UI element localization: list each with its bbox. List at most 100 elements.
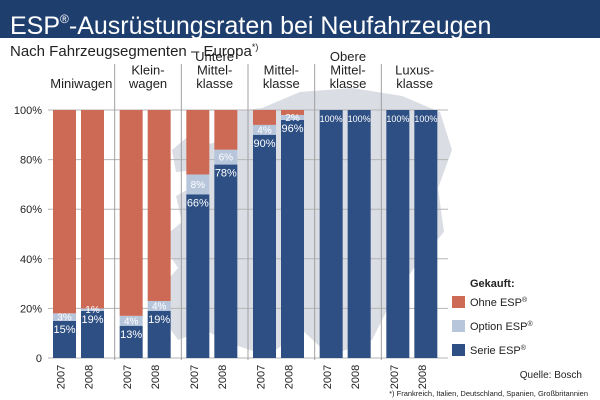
bar-segment-ohne: [186, 110, 210, 175]
legend-label-ohne: Ohne ESP®: [470, 296, 528, 309]
bar-segment-option: [53, 313, 76, 321]
footnote: *) Frankreich, Italien, Deutschland, Spa…: [389, 389, 588, 398]
bar-segment-option: [147, 300, 171, 311]
category-label: klasse: [196, 76, 233, 91]
bar-segment-ohne: [81, 110, 104, 309]
year-label: 2008: [150, 365, 162, 389]
bar-segment-ohne: [281, 110, 304, 115]
data-label-option: 4%: [152, 301, 167, 312]
stacked-bar: 19% 4% 2008: [147, 110, 171, 389]
year-label: 2008: [84, 365, 96, 389]
y-tick-label: 20%: [20, 303, 42, 315]
year-label: 2007: [122, 365, 134, 389]
bar-group: Klein-wagen 13% 4% 2007 19% 4% 2008: [114, 63, 171, 389]
data-label-option: 4%: [257, 125, 272, 136]
bar-segment-serie: [119, 325, 143, 358]
stacked-bar: 19%1% 2008: [81, 110, 104, 389]
y-tick-label: 80%: [20, 155, 42, 167]
category-label: Mittel-: [330, 63, 365, 78]
bar-group: Mittel-klasse 90% 4% 2007 96%2% 2008: [247, 63, 304, 389]
title-registered-mark: ®: [60, 12, 69, 26]
category-label: Luxus-: [395, 63, 434, 78]
y-tick-label: 0: [36, 353, 42, 365]
bar-segment-option: [281, 114, 304, 120]
chart-title: ESP®-Ausrüstungsraten bei Neufahrzeugen: [10, 4, 491, 41]
data-label-serie: 100%: [320, 114, 343, 124]
data-label-serie: 19%: [148, 314, 170, 326]
stacked-bar: 96%2% 2008: [281, 110, 304, 389]
legend-title: Gekauft:: [470, 278, 515, 290]
bar-segment-serie: [186, 194, 210, 358]
title-main: ESP: [10, 12, 61, 40]
data-label-serie: 13%: [120, 329, 142, 341]
bar-segment-serie: [53, 320, 76, 358]
y-tick-label: 60%: [20, 204, 42, 216]
legend: Gekauft: Ohne ESP® Option ESP® Serie ESP®: [452, 278, 533, 357]
data-label-option: 8%: [191, 180, 206, 191]
category-label: klasse: [396, 76, 433, 91]
bar-groups: Miniwagen15%3%200719%1%2008Klein-wagen13…: [50, 49, 437, 389]
bar-segment-ohne: [147, 110, 171, 301]
data-label-serie: 100%: [386, 114, 409, 124]
stacked-bar: 100% 2007: [320, 110, 343, 389]
data-label-option: 2%: [285, 113, 300, 124]
bar-segment-serie: [414, 110, 438, 358]
year-label: 2007: [322, 365, 334, 389]
stacked-bar: 100% 2007: [386, 110, 409, 389]
legend-label-serie: Serie ESP®: [470, 344, 527, 357]
bar-segment-serie: [214, 164, 238, 358]
data-label-serie: 96%: [281, 123, 303, 135]
category-label: Mittel-: [197, 63, 232, 78]
bar-segment-option: [81, 308, 104, 311]
year-label: 2007: [389, 365, 401, 389]
bar-segment-serie: [281, 119, 304, 358]
bar-segment-serie: [386, 110, 410, 358]
year-label: 2008: [217, 365, 229, 389]
chart-subtitle: Nach Fahrzeugsegmenten – Europa*): [10, 42, 258, 60]
bar-group: Miniwagen 15%3% 2007 19%1% 2008: [50, 76, 112, 389]
category-label: Obere: [330, 49, 366, 64]
y-axis: 0 20% 40% 60% 80% 100%: [14, 105, 42, 365]
data-label-option: 4%: [124, 316, 139, 327]
bar-segment-serie: [253, 134, 276, 358]
data-label-serie: 15%: [53, 324, 75, 336]
bar-segment-ohne: [253, 110, 276, 125]
bar-segment-option: [253, 124, 276, 135]
category-label: klasse: [263, 76, 300, 91]
y-tick-label: 40%: [20, 254, 42, 266]
year-label: 2008: [350, 365, 362, 389]
bar-segment-serie: [81, 310, 104, 358]
year-label: 2008: [417, 365, 429, 389]
category-label: Untere: [195, 49, 234, 64]
year-label: 2007: [189, 365, 201, 389]
bar-segment-ohne: [53, 110, 76, 314]
bar-segment-option: [186, 174, 210, 195]
data-label-serie: 100%: [414, 114, 437, 124]
stacked-bar: 13% 4% 2007: [119, 110, 143, 389]
subtitle-footnote-mark: *): [251, 42, 259, 52]
category-label: Mittel-: [264, 63, 299, 78]
stacked-bar: 90% 4% 2007: [253, 110, 276, 389]
data-label-serie: 19%: [81, 314, 103, 326]
data-label-serie: 78%: [215, 168, 237, 180]
data-label-serie: 100%: [348, 114, 371, 124]
year-label: 2008: [284, 365, 296, 389]
data-label-serie: 66%: [187, 197, 209, 209]
bar-segment-ohne: [119, 110, 143, 316]
bar-segment-ohne: [214, 110, 238, 150]
data-label-serie: 90%: [253, 138, 275, 150]
bar-segment-serie: [319, 110, 343, 358]
bar-segment-option: [119, 315, 143, 326]
data-label-option: 3%: [57, 313, 72, 324]
category-label: Miniwagen: [50, 76, 112, 91]
year-label: 2007: [56, 365, 68, 389]
subtitle-main: Nach Fahrzeugsegmenten – Europa: [10, 43, 252, 60]
legend-label-option: Option ESP®: [470, 320, 533, 333]
stacked-bar: 78% 6% 2008: [214, 110, 238, 389]
stacked-bar: 100% 2008: [348, 110, 371, 389]
bar-segment-serie: [347, 110, 371, 358]
